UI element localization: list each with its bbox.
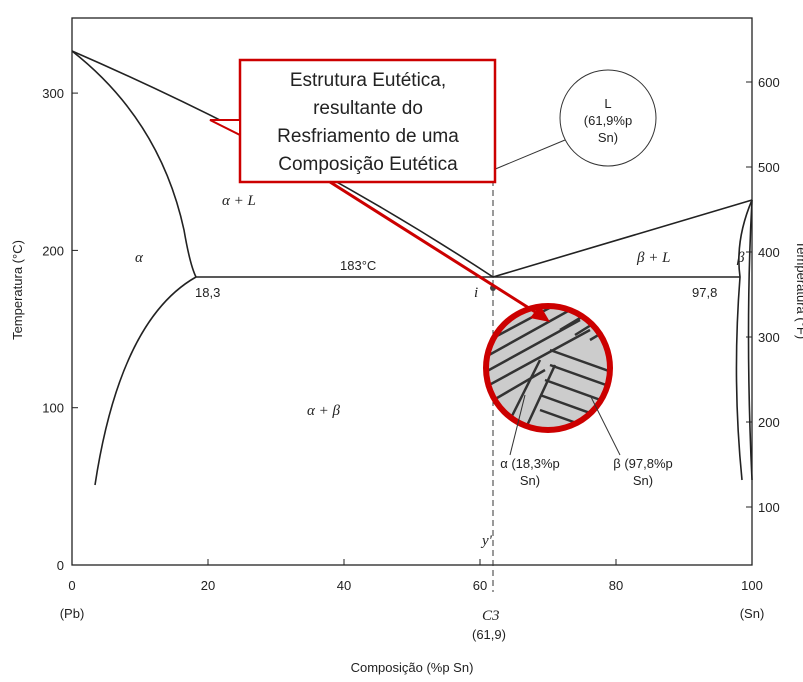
y-tick-label: 100 (42, 401, 64, 416)
text-line: Estrutura Eutética, (290, 70, 446, 91)
text-line: α (18,3%p (500, 456, 560, 471)
y2-tick-label: 400 (758, 245, 780, 260)
callout-pointer (210, 120, 240, 135)
x-tick-label: 100 (741, 578, 763, 593)
y-tick-label: 0 (57, 558, 64, 573)
region-label: α + L (222, 193, 256, 209)
x-tick-label: 40 (337, 578, 351, 593)
text-line: (61,9%p (584, 113, 632, 128)
y-tick-label: 300 (42, 86, 64, 101)
alpha-solvus (95, 277, 196, 485)
beta-leader (590, 395, 620, 455)
beta-phase-text: β (97,8%p Sn) (613, 456, 673, 488)
y2-tick-label: 100 (758, 500, 780, 515)
composition-symbol: C3 (482, 608, 500, 624)
y2-tick-label: 500 (758, 160, 780, 175)
x-end-label: (Pb) (60, 606, 85, 621)
microstructure (480, 300, 620, 440)
page: {"x_axis":{"label":"Composição (%p Sn)",… (0, 0, 803, 682)
y2-axis-label: Temperatura (°F) (794, 241, 803, 339)
y-axis-label: Temperatura (°C) (10, 240, 25, 340)
text-line: Sn) (598, 130, 618, 145)
y-tick-label: 200 (42, 243, 64, 258)
x-end-label: (Sn) (740, 606, 765, 621)
text-line: Sn) (520, 473, 540, 488)
eutectic-temperature: 183°C (340, 258, 376, 273)
cooling-point: y' (480, 533, 493, 549)
text-line: β (97,8%p (613, 456, 673, 471)
bubble-leader (493, 140, 565, 170)
alpha-solidus (72, 51, 196, 277)
region-label: α + β (307, 403, 340, 419)
phase-diagram: Estrutura Eutética, resultante do Resfriam… (0, 0, 803, 682)
x-tick-label: 80 (609, 578, 623, 593)
text-line: Sn) (633, 473, 653, 488)
y2-tick-label: 200 (758, 415, 780, 430)
x-tick-label: 60 (473, 578, 487, 593)
x-tick-label: 0 (68, 578, 75, 593)
region-label: β (736, 250, 745, 266)
point-label: i (474, 285, 478, 301)
text-line: L (604, 96, 611, 111)
beta-limit: 97,8 (692, 285, 717, 300)
text-line: resultante do (313, 98, 423, 119)
x-tick-label: 20 (201, 578, 215, 593)
text-line: Composição Eutética (278, 154, 458, 175)
x-axis-label: Composição (%p Sn) (351, 660, 474, 675)
region-label: β + L (636, 250, 670, 266)
callout-arrow (330, 182, 540, 315)
region-label: α (135, 250, 144, 266)
y2-tick-label: 300 (758, 330, 780, 345)
alpha-limit: 18,3 (195, 285, 220, 300)
y2-tick-label: 600 (758, 75, 780, 90)
composition-value: (61,9) (472, 627, 506, 642)
alpha-phase-text: α (18,3%p Sn) (500, 456, 560, 488)
text-line: Resfriamento de uma (277, 126, 459, 147)
